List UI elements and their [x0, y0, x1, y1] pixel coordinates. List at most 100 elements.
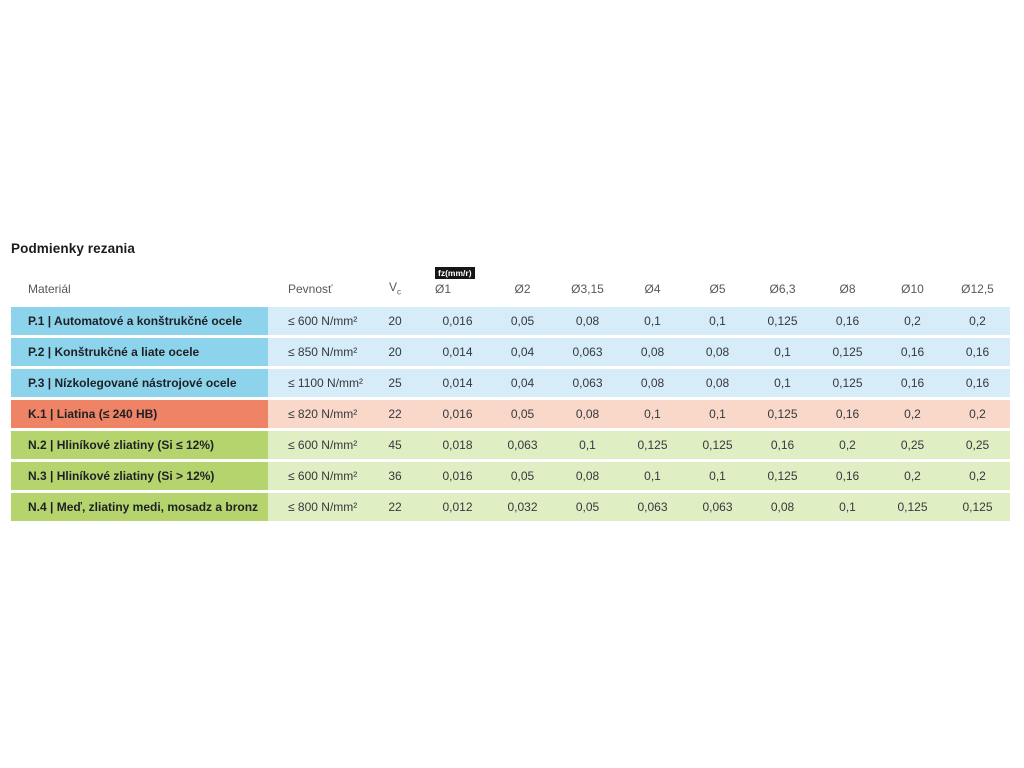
strength-cell: ≤ 1100 N/mm² [268, 369, 365, 398]
fz-cell: 0,1 [555, 431, 620, 460]
material-cell: K.1 | Liatina (≤ 240 HB) [11, 400, 268, 429]
fz-cell: 0,063 [490, 431, 555, 460]
vc-cell: 22 [365, 493, 425, 522]
col-header-vc: Vc [365, 265, 425, 304]
fz-cell: 0,032 [490, 493, 555, 522]
col-header-strength: Pevnosť [288, 282, 333, 297]
fz-cell: 0,2 [945, 462, 1010, 491]
table-row-n2: N.2 | Hliníkové zliatiny (Si ≤ 12%) ≤ 60… [11, 431, 1010, 460]
fz-cell: 0,2 [880, 307, 945, 336]
vc-cell: 22 [365, 400, 425, 429]
fz-cell: 0,16 [880, 338, 945, 367]
fz-cell: 0,04 [490, 338, 555, 367]
fz-cell: 0,1 [815, 493, 880, 522]
fz-cell: 0,2 [880, 400, 945, 429]
fz-cell: 0,063 [620, 493, 685, 522]
fz-cell: 0,05 [490, 400, 555, 429]
fz-cell: 0,2 [880, 462, 945, 491]
table-body: P.1 | Automatové a konštrukčné ocele ≤ 6… [11, 307, 1010, 522]
col-header-d8: Ø10 [901, 282, 924, 297]
fz-cell: 0,2 [815, 431, 880, 460]
vc-cell: 36 [365, 462, 425, 491]
fz-cell: 0,05 [555, 493, 620, 522]
fz-cell: 0,014 [425, 338, 490, 367]
table-header: Materiál Pevnosť Vc fz(mm/r) Ø1 Ø2 Ø3,15 … [11, 265, 1010, 304]
fz-unit-badge: fz(mm/r) [435, 266, 475, 280]
fz-cell: 0,2 [945, 307, 1010, 336]
fz-cell: 0,16 [880, 369, 945, 398]
fz-cell: 0,08 [620, 369, 685, 398]
fz-cell: 0,25 [880, 431, 945, 460]
fz-cell: 0,1 [620, 462, 685, 491]
fz-cell: 0,016 [425, 307, 490, 336]
table-row-p1: P.1 | Automatové a konštrukčné ocele ≤ 6… [11, 307, 1010, 336]
fz-cell: 0,125 [750, 400, 815, 429]
fz-cell: 0,063 [555, 369, 620, 398]
fz-cell: 0,125 [815, 369, 880, 398]
fz-cell: 0,018 [425, 431, 490, 460]
fz-cell: 0,016 [425, 400, 490, 429]
fz-cell: 0,1 [750, 338, 815, 367]
col-header-d1: fz(mm/r) Ø1 [425, 265, 490, 304]
fz-cell: 0,1 [620, 400, 685, 429]
fz-cell: 0,16 [815, 307, 880, 336]
fz-cell: 0,08 [555, 307, 620, 336]
vc-cell: 45 [365, 431, 425, 460]
material-cell: N.4 | Meď, zliatiny medi, mosadz a bronz [11, 493, 268, 522]
fz-cell: 0,1 [685, 307, 750, 336]
fz-cell: 0,016 [425, 462, 490, 491]
cutting-conditions-section: Podmienky rezania Materiál Pevnosť Vc fz… [11, 241, 1010, 524]
strength-cell: ≤ 600 N/mm² [268, 462, 365, 491]
strength-cell: ≤ 600 N/mm² [268, 307, 365, 336]
material-cell: P.3 | Nízkolegované nástrojové ocele [11, 369, 268, 398]
vc-cell: 20 [365, 307, 425, 336]
fz-cell: 0,16 [750, 431, 815, 460]
fz-cell: 0,125 [815, 338, 880, 367]
col-header-d4: Ø4 [644, 282, 661, 297]
fz-cell: 0,1 [750, 369, 815, 398]
section-title: Podmienky rezania [11, 241, 135, 256]
fz-cell: 0,012 [425, 493, 490, 522]
fz-cell: 0,16 [815, 462, 880, 491]
vc-cell: 20 [365, 338, 425, 367]
col-header-d2: Ø2 [514, 282, 531, 297]
material-cell: P.2 | Konštrukčné a liate ocele [11, 338, 268, 367]
material-cell: N.3 | Hliníkové zliatiny (Si > 12%) [11, 462, 268, 491]
vc-sub-label: c [397, 287, 401, 297]
strength-cell: ≤ 800 N/mm² [268, 493, 365, 522]
vc-cell: 25 [365, 369, 425, 398]
fz-cell: 0,08 [555, 400, 620, 429]
fz-cell: 0,08 [555, 462, 620, 491]
table-row-p3: P.3 | Nízkolegované nástrojové ocele ≤ 1… [11, 369, 1010, 398]
fz-cell: 0,1 [685, 400, 750, 429]
strength-cell: ≤ 820 N/mm² [268, 400, 365, 429]
col-header-material: Materiál [28, 282, 71, 297]
fz-cell: 0,1 [620, 307, 685, 336]
fz-cell: 0,08 [750, 493, 815, 522]
fz-cell: 0,1 [685, 462, 750, 491]
table-row-n4: N.4 | Meď, zliatiny medi, mosadz a bronz… [11, 493, 1010, 522]
fz-cell: 0,063 [555, 338, 620, 367]
fz-cell: 0,25 [945, 431, 1010, 460]
fz-cell: 0,05 [490, 307, 555, 336]
d1-label: Ø1 [435, 282, 452, 297]
col-header-d9: Ø12,5 [961, 282, 994, 297]
table-row-p2: P.2 | Konštrukčné a liate ocele ≤ 850 N/… [11, 338, 1010, 367]
fz-cell: 0,16 [815, 400, 880, 429]
table-row-n3: N.3 | Hliníkové zliatiny (Si > 12%) ≤ 60… [11, 462, 1010, 491]
col-header-d6: Ø6,3 [769, 282, 796, 297]
fz-cell: 0,08 [620, 338, 685, 367]
fz-cell: 0,04 [490, 369, 555, 398]
fz-cell: 0,125 [880, 493, 945, 522]
strength-cell: ≤ 850 N/mm² [268, 338, 365, 367]
header-row: Materiál Pevnosť Vc fz(mm/r) Ø1 Ø2 Ø3,15 … [11, 265, 1010, 304]
fz-cell: 0,125 [750, 307, 815, 336]
fz-cell: 0,2 [945, 400, 1010, 429]
fz-cell: 0,08 [685, 369, 750, 398]
table-row-k1: K.1 | Liatina (≤ 240 HB) ≤ 820 N/mm² 22 … [11, 400, 1010, 429]
fz-cell: 0,125 [750, 462, 815, 491]
fz-cell: 0,16 [945, 338, 1010, 367]
material-cell: N.2 | Hliníkové zliatiny (Si ≤ 12%) [11, 431, 268, 460]
col-header-d5: Ø5 [709, 282, 726, 297]
